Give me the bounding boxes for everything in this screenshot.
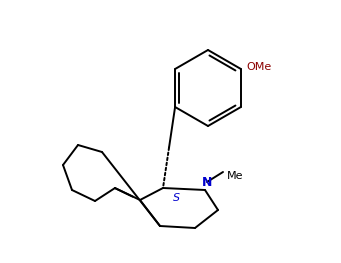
Text: N: N — [202, 176, 212, 190]
Text: S: S — [173, 193, 180, 203]
Text: Me: Me — [227, 171, 243, 181]
Text: OMe: OMe — [246, 62, 271, 72]
